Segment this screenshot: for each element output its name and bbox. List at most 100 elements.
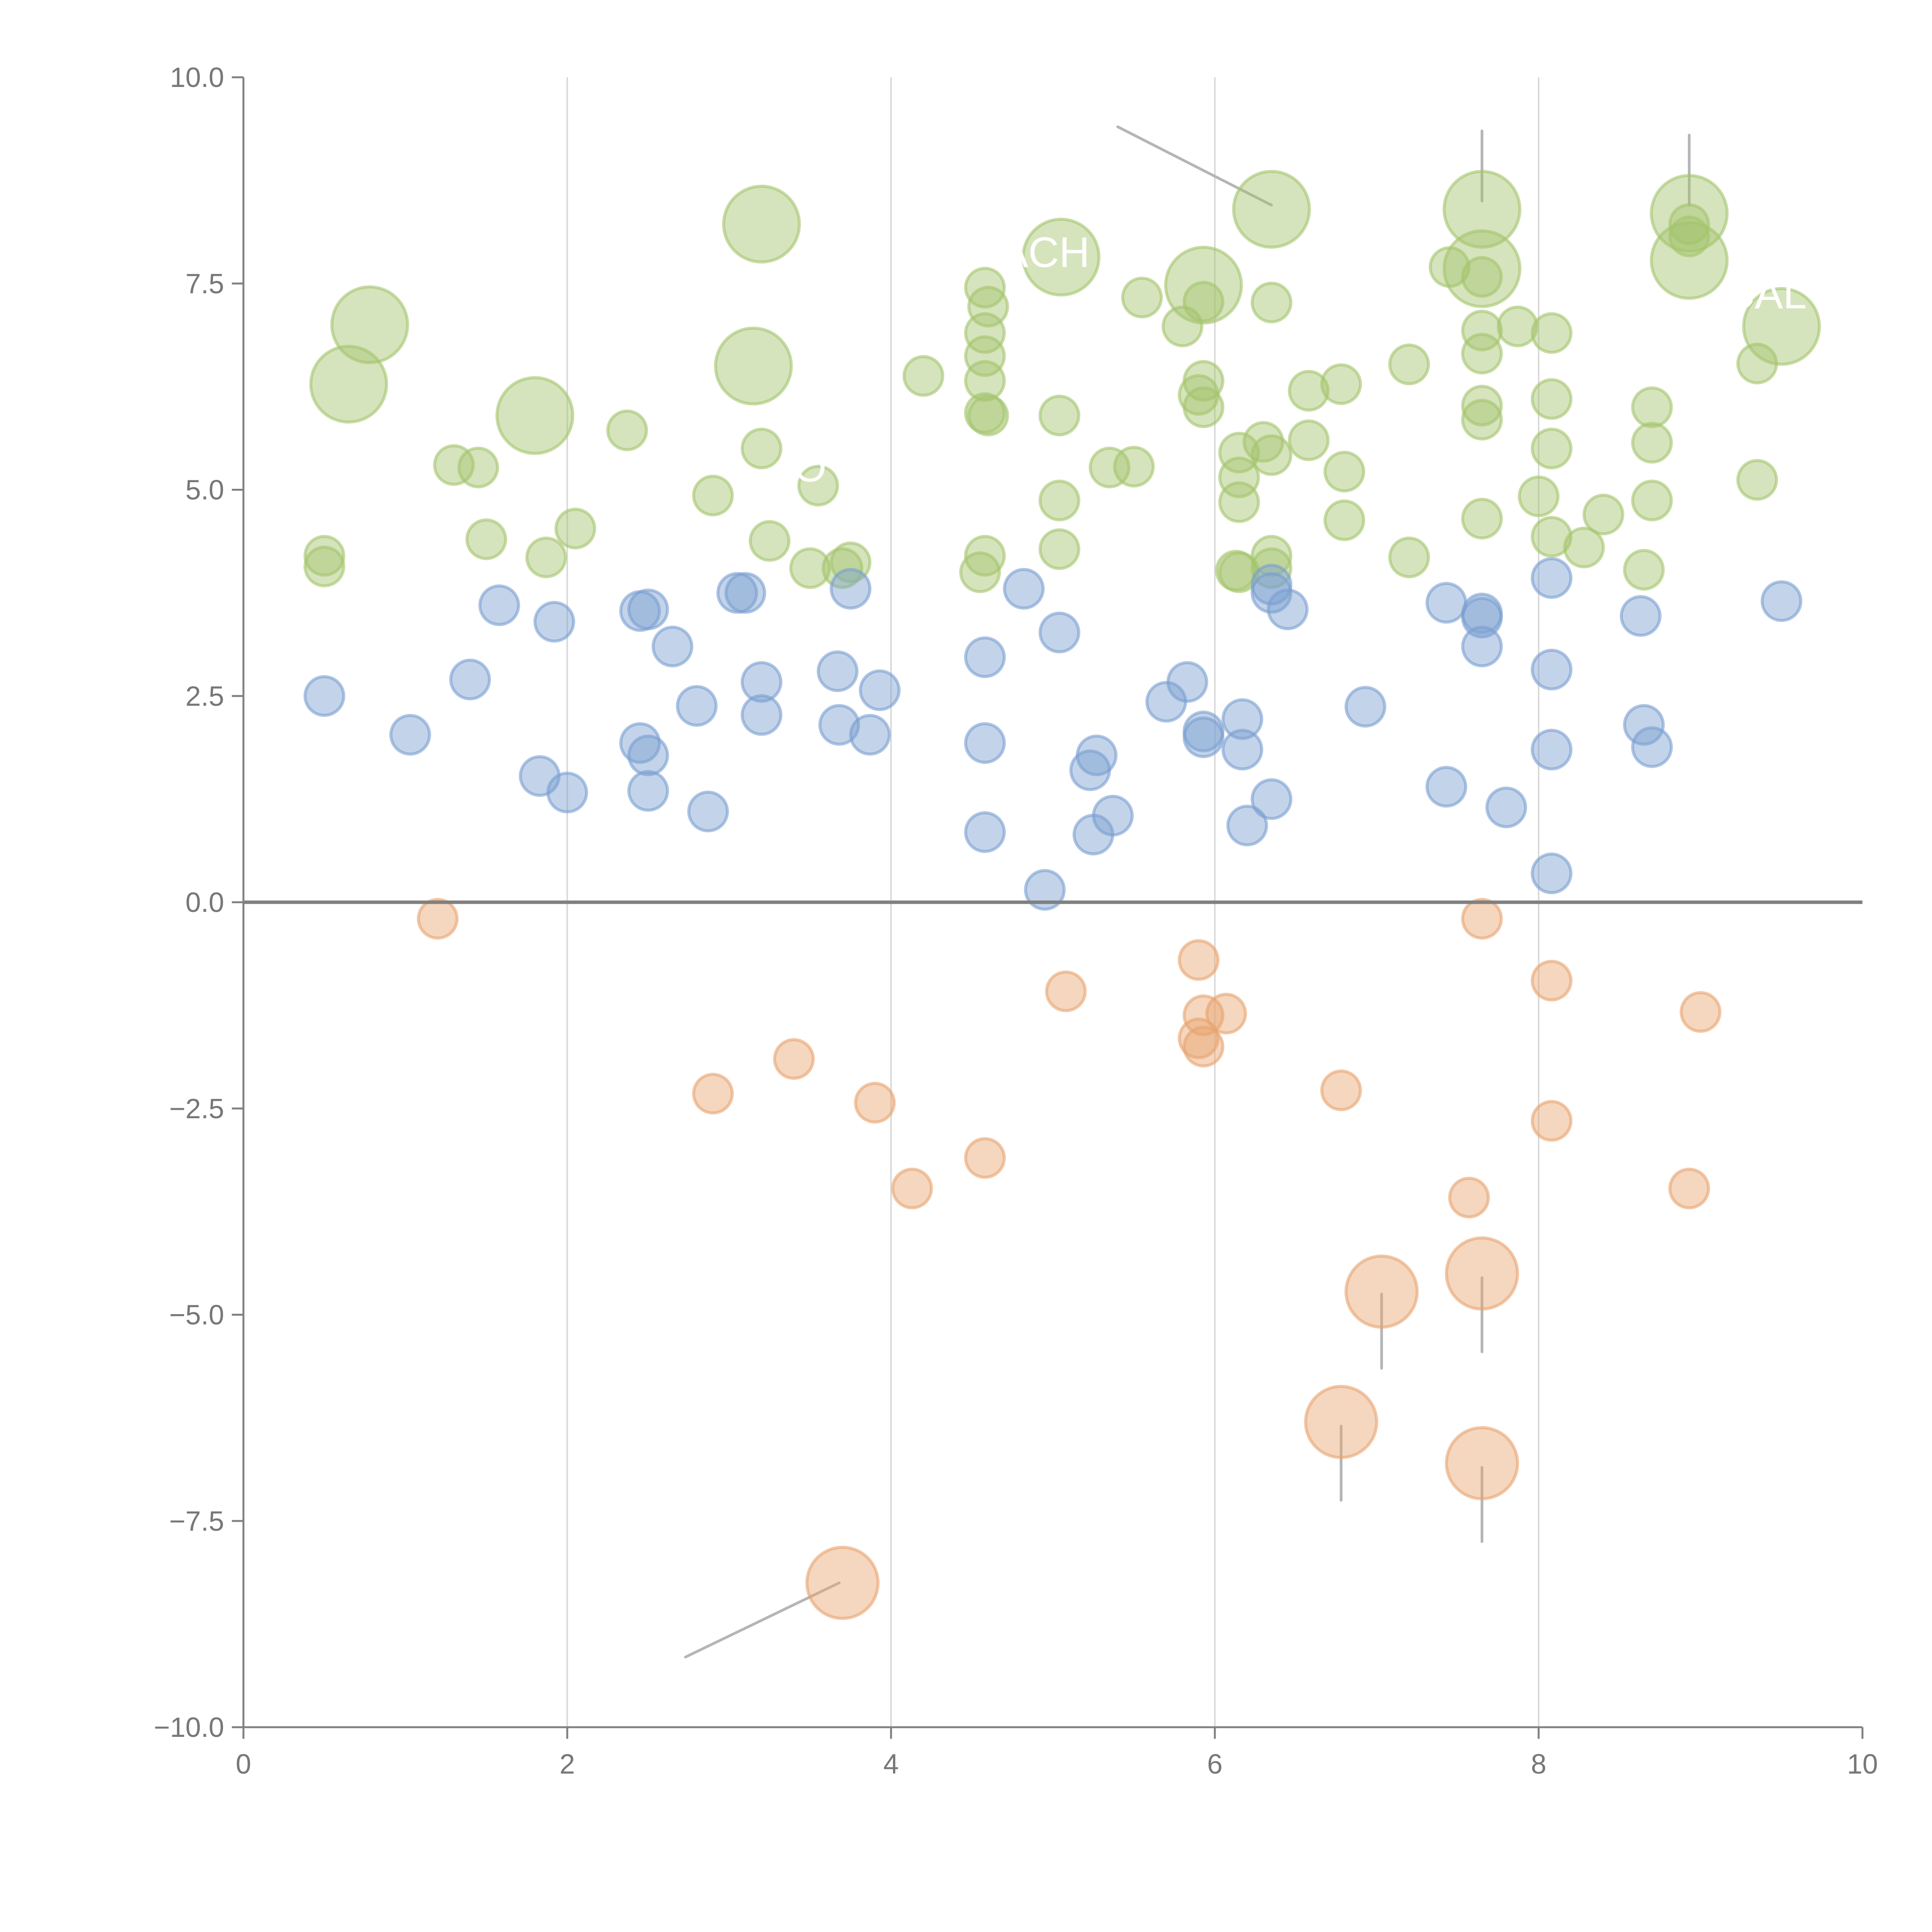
bubble-blue bbox=[1267, 588, 1309, 631]
bubble-green bbox=[1038, 395, 1080, 437]
bubble-green bbox=[1288, 419, 1330, 461]
bubble-green bbox=[1461, 256, 1503, 298]
bubble-green bbox=[1461, 399, 1503, 441]
bubble-orange bbox=[1045, 970, 1087, 1012]
bubble-blue bbox=[964, 636, 1006, 678]
y-tick-label: −5.0 bbox=[169, 1300, 224, 1331]
y-tick-label: −2.5 bbox=[169, 1094, 224, 1124]
bubble-blue bbox=[1760, 580, 1803, 622]
bubble-green bbox=[797, 464, 839, 507]
bubble-green bbox=[1182, 386, 1225, 428]
bubble-blue bbox=[1485, 786, 1527, 828]
bubble-green bbox=[1038, 480, 1080, 522]
bubble-green bbox=[714, 327, 793, 406]
bubble-blue bbox=[1344, 686, 1386, 728]
bubble-blue bbox=[1166, 661, 1208, 703]
bubble-blue bbox=[627, 770, 669, 812]
bubble-green bbox=[1323, 499, 1366, 541]
bubble-orange bbox=[891, 1167, 933, 1209]
bubble-label: ACH bbox=[1000, 229, 1090, 276]
bubble-green bbox=[1736, 342, 1778, 384]
bubble-green bbox=[1518, 475, 1560, 517]
x-tick-label: 10 bbox=[1847, 1749, 1878, 1780]
bubble-green bbox=[1631, 480, 1673, 522]
bubble-blue bbox=[964, 811, 1006, 853]
bubble-green bbox=[1323, 451, 1366, 493]
bubble-green bbox=[606, 409, 648, 451]
bubble-green bbox=[1121, 277, 1163, 319]
bubble-green bbox=[554, 507, 596, 549]
bubble-orange bbox=[805, 1546, 880, 1620]
bubble-green bbox=[1038, 528, 1080, 570]
bubble-green bbox=[457, 446, 499, 488]
leader-line bbox=[684, 1581, 841, 1659]
bubble-green bbox=[1442, 229, 1522, 308]
bubble-blue bbox=[1425, 582, 1468, 624]
bubble-green bbox=[959, 551, 1001, 593]
bubble-green bbox=[309, 345, 388, 424]
bubble-orange bbox=[964, 1137, 1006, 1179]
bubble-green bbox=[1631, 422, 1673, 464]
y-tick-label: 5.0 bbox=[185, 475, 224, 506]
bubble-green bbox=[1320, 363, 1362, 405]
bubble-blue bbox=[449, 658, 491, 701]
bubble-green bbox=[1232, 170, 1311, 249]
y-tick-label: 10.0 bbox=[170, 62, 224, 93]
bubble-green bbox=[748, 520, 791, 562]
bubble-green bbox=[1736, 459, 1778, 501]
bubble-blue bbox=[303, 675, 345, 717]
x-tick-label: 2 bbox=[560, 1749, 575, 1780]
axes bbox=[242, 77, 1862, 1728]
y-tick-label: 7.5 bbox=[185, 269, 224, 299]
bubble-green bbox=[1461, 333, 1503, 375]
bubble-green bbox=[964, 535, 1006, 577]
bubble-green bbox=[303, 535, 345, 577]
bubble-green bbox=[1623, 549, 1665, 591]
bubble-blue bbox=[627, 734, 669, 776]
bubble-green bbox=[1531, 516, 1573, 558]
bubble-green bbox=[1582, 493, 1624, 536]
bubble-green bbox=[964, 360, 1006, 402]
bubble-orange bbox=[417, 898, 459, 940]
leader-lines bbox=[684, 125, 1691, 1659]
bubble-orange bbox=[1304, 1385, 1378, 1459]
bubble-green bbox=[1668, 203, 1710, 245]
y-tick-label: 0.0 bbox=[185, 887, 224, 918]
bubble-label: CAL bbox=[1724, 270, 1807, 318]
bubble-green bbox=[1461, 498, 1503, 540]
bubble-blue bbox=[1076, 734, 1118, 776]
bubble-orange bbox=[1320, 1069, 1362, 1111]
bubble-orange bbox=[854, 1082, 896, 1124]
bubble-orange bbox=[1680, 991, 1721, 1033]
bubble-orange bbox=[1461, 898, 1503, 940]
bubble-green bbox=[1442, 170, 1522, 249]
bubble-blue bbox=[627, 588, 669, 631]
bubble-orange bbox=[1344, 1254, 1419, 1329]
bubble-green bbox=[1531, 312, 1573, 354]
bubble-green bbox=[330, 285, 409, 364]
bubble-blue bbox=[1461, 597, 1503, 639]
bubble-blue bbox=[687, 791, 729, 833]
bubble-orange bbox=[1531, 959, 1573, 1002]
y-tick-label: −10.0 bbox=[154, 1712, 224, 1743]
bubble-blue bbox=[818, 704, 860, 746]
bubble-blue bbox=[1531, 729, 1573, 771]
bubble-orange bbox=[1178, 939, 1220, 981]
bubble-green bbox=[1429, 246, 1471, 288]
bubble-green bbox=[1531, 378, 1573, 420]
bubble-green bbox=[1218, 481, 1260, 523]
bubble-green bbox=[964, 392, 1006, 434]
bubble-green bbox=[525, 536, 567, 578]
bubble-orange bbox=[692, 1073, 734, 1115]
bubble-green bbox=[1388, 343, 1430, 385]
bubble-blue bbox=[1631, 726, 1673, 768]
bubble-green bbox=[1182, 281, 1225, 323]
bubble-blue bbox=[1250, 778, 1293, 820]
bubble-blue bbox=[1531, 852, 1573, 895]
bubble-green bbox=[902, 355, 944, 397]
bubble-blue bbox=[1531, 557, 1573, 599]
leader-line bbox=[1116, 125, 1273, 207]
bubble-green bbox=[1288, 370, 1330, 412]
y-tick-label: 2.5 bbox=[185, 681, 224, 712]
